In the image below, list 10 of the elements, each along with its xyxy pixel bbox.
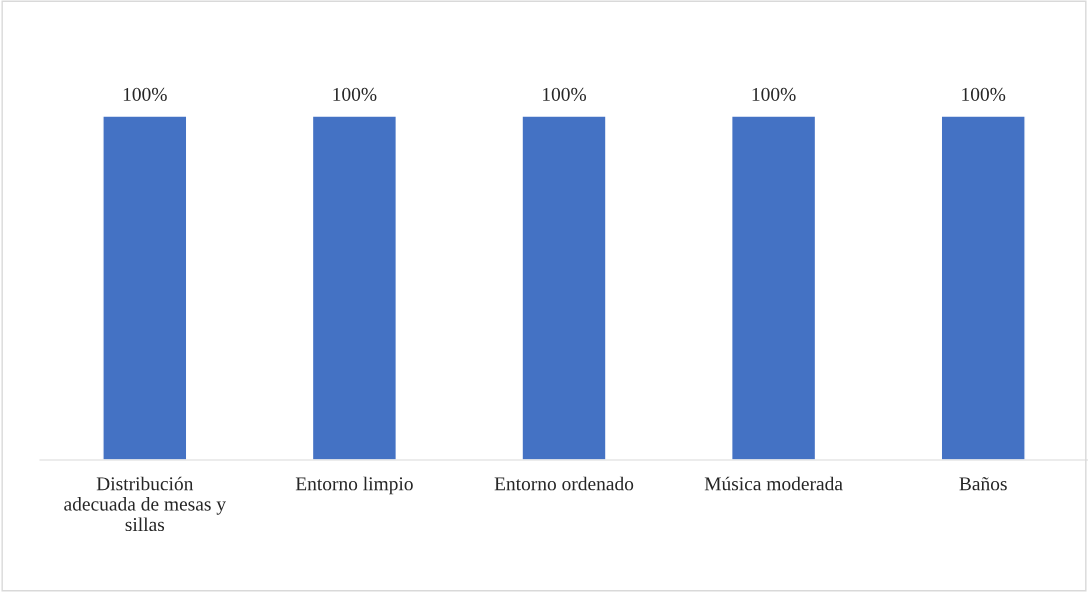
data-label: 100% <box>333 87 377 101</box>
x-tick-label: Distribución adecuada de mesas y sillas <box>64 476 226 532</box>
data-label: 100% <box>123 87 167 101</box>
data-label: 100% <box>752 87 796 101</box>
x-tick-label: Entorno limpio <box>295 476 413 495</box>
data-label: 100% <box>962 87 1006 101</box>
x-tick-label: Baños <box>959 477 1007 491</box>
x-tick-label: Música moderada <box>704 476 843 491</box>
x-tick-label: Entorno ordenado <box>494 476 634 491</box>
data-label: 100% <box>543 87 587 101</box>
